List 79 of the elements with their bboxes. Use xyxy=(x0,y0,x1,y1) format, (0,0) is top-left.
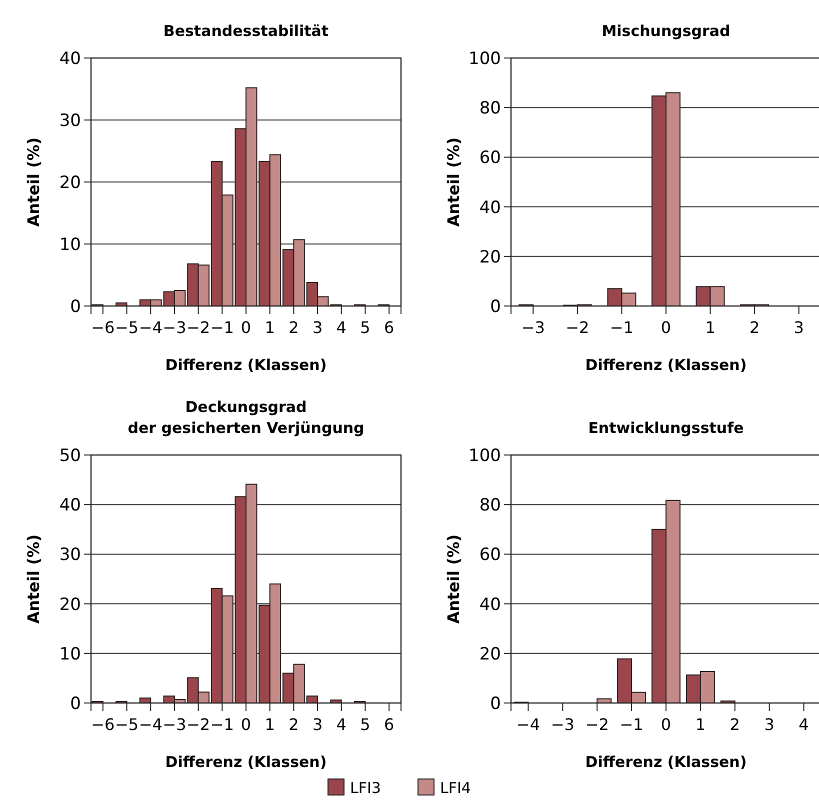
y-tick-label: 20 xyxy=(59,594,81,615)
x-tick-label: 2 xyxy=(730,715,740,734)
y-tick-label: 60 xyxy=(479,545,501,566)
x-tick-label: −3 xyxy=(550,715,574,734)
x-tick-label: 3 xyxy=(794,318,804,337)
y-tick-label: 20 xyxy=(479,247,501,268)
x-tick-label: −1 xyxy=(610,318,634,337)
x-tick-label: 3 xyxy=(764,715,774,734)
x-tick-label: 0 xyxy=(660,715,672,734)
x-tick-label: −4 xyxy=(516,715,540,734)
x-tick-label: 1 xyxy=(695,715,706,734)
x-tick-label: 1 xyxy=(705,318,716,337)
x-tick-label: −5 xyxy=(114,318,139,337)
x-tick-label: 1 xyxy=(264,318,275,337)
x-tick-label: −2 xyxy=(585,715,609,734)
y-axis-title: Anteil (%) xyxy=(24,534,43,624)
x-tick-label: −3 xyxy=(521,318,545,337)
x-axis-title: Differenz (Klassen) xyxy=(165,356,327,374)
x-tick-label: −1 xyxy=(210,318,234,337)
x-tick-label: −6 xyxy=(91,715,115,734)
x-axis-title: Differenz (Klassen) xyxy=(585,753,747,771)
x-tick-label: 5 xyxy=(360,715,370,734)
y-tick-label: 30 xyxy=(59,110,81,131)
x-tick-label: −6 xyxy=(91,318,115,337)
x-tick-label: −4 xyxy=(138,318,162,337)
y-tick-label: 0 xyxy=(70,694,81,714)
y-tick-label: 100 xyxy=(468,446,501,466)
chart-title: Mischungsgrad xyxy=(602,22,730,40)
x-tick-label: 0 xyxy=(660,318,672,337)
x-tick-label: 4 xyxy=(336,318,346,337)
y-tick-label: 0 xyxy=(490,694,501,714)
y-tick-label: 30 xyxy=(59,545,81,566)
x-axis-title: Differenz (Klassen) xyxy=(165,753,327,771)
chart-title: Entwicklungsstufe xyxy=(588,419,744,437)
x-axis-title: Differenz (Klassen) xyxy=(585,356,747,374)
x-tick-label: −1 xyxy=(620,715,644,734)
x-tick-label: −3 xyxy=(162,318,186,337)
x-tick-label: 2 xyxy=(288,715,299,734)
y-tick-label: 40 xyxy=(59,48,81,69)
y-axis-title: Anteil (%) xyxy=(444,534,463,624)
y-tick-label: 0 xyxy=(490,296,501,317)
x-tick-label: −2 xyxy=(566,318,590,337)
x-tick-label: 1 xyxy=(264,715,275,734)
x-tick-label: 6 xyxy=(384,715,394,734)
x-tick-label: 2 xyxy=(749,318,760,337)
chart-title: Bestandesstabilität xyxy=(163,22,329,40)
y-axis-title: Anteil (%) xyxy=(444,137,463,227)
y-tick-label: 80 xyxy=(479,496,501,516)
x-tick-label: 2 xyxy=(288,318,299,337)
y-axis-title: Anteil (%) xyxy=(24,137,43,227)
y-tick-label: 20 xyxy=(479,644,501,664)
x-tick-label: 5 xyxy=(360,318,370,337)
y-tick-label: 60 xyxy=(479,148,501,168)
x-tick-label: 4 xyxy=(798,715,809,734)
y-tick-label: 80 xyxy=(479,98,501,119)
y-tick-label: 40 xyxy=(59,496,81,516)
x-tick-label: −1 xyxy=(210,715,234,734)
x-tick-label: 4 xyxy=(336,715,346,734)
x-tick-label: −5 xyxy=(114,715,139,734)
chart-title: Deckungsgrad der gesicherten Verjüngung xyxy=(128,398,364,437)
y-tick-label: 40 xyxy=(479,594,501,615)
legend-label: LFI4 xyxy=(440,779,471,797)
legend-label: LFI3 xyxy=(350,779,381,797)
y-tick-label: 10 xyxy=(59,234,81,255)
y-tick-label: 10 xyxy=(59,644,81,664)
x-tick-label: 3 xyxy=(312,715,323,734)
y-tick-label: 0 xyxy=(70,296,81,317)
x-tick-label: −2 xyxy=(186,318,210,337)
y-tick-label: 100 xyxy=(468,48,501,69)
x-tick-label: 0 xyxy=(240,318,252,337)
y-tick-label: 40 xyxy=(479,198,501,218)
y-tick-label: 50 xyxy=(59,446,81,466)
x-tick-label: 3 xyxy=(312,318,323,337)
x-tick-label: −4 xyxy=(138,715,162,734)
x-tick-label: −2 xyxy=(186,715,210,734)
y-tick-label: 20 xyxy=(59,172,81,193)
x-tick-label: −3 xyxy=(162,715,186,734)
x-tick-label: 0 xyxy=(240,715,252,734)
x-tick-label: 6 xyxy=(384,318,394,337)
